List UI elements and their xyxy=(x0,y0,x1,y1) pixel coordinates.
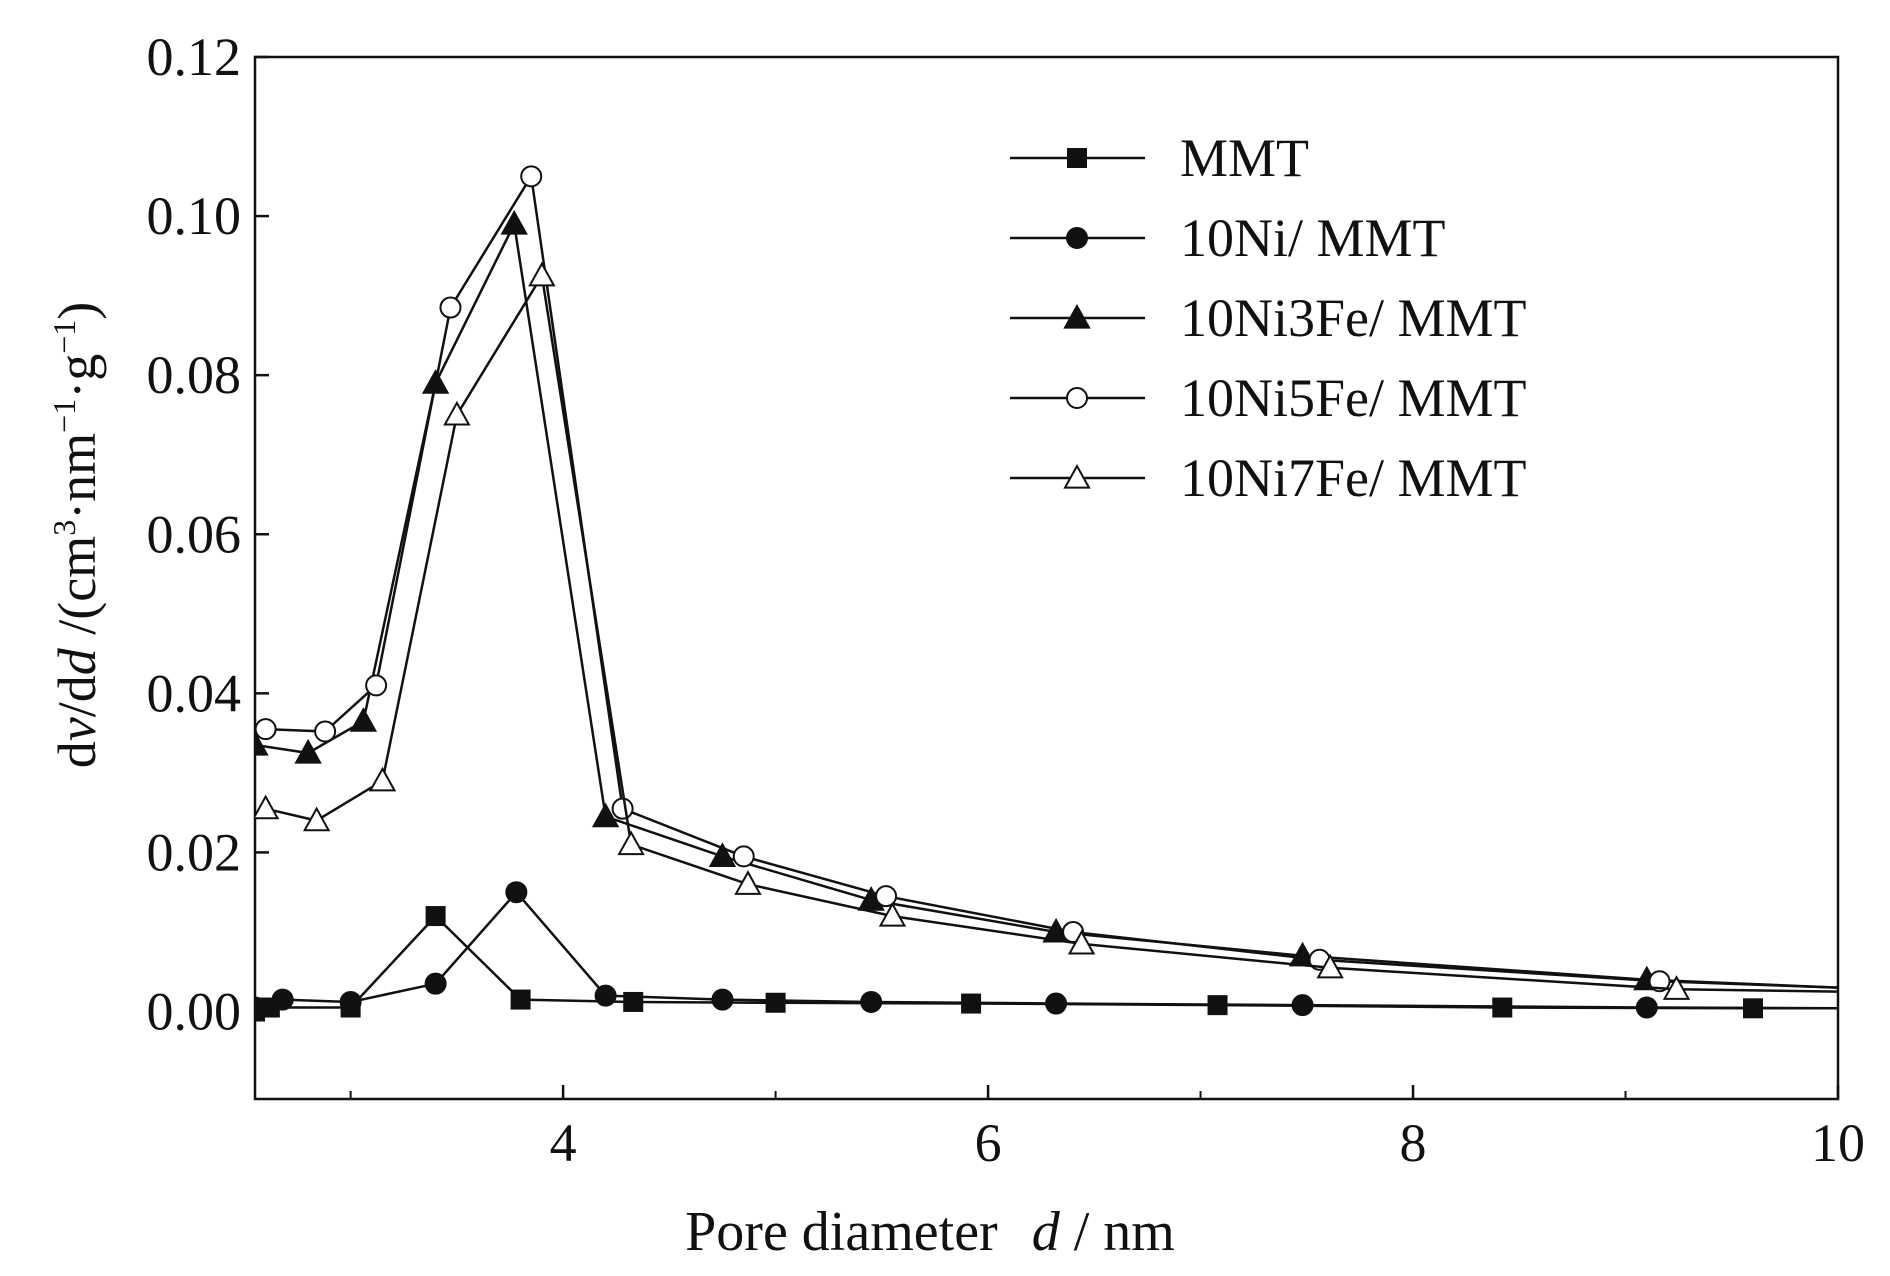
legend-label: 10Ni7Fe/ MMT xyxy=(1180,448,1527,508)
data-point xyxy=(617,830,645,856)
data-point xyxy=(594,984,617,1007)
x-axis-title: Pore diameter d / nm xyxy=(685,1201,1175,1263)
data-point xyxy=(349,707,378,732)
data-point xyxy=(443,400,471,426)
series-line xyxy=(265,175,1838,989)
data-point xyxy=(510,989,531,1010)
legend-marker xyxy=(1066,227,1088,249)
data-point xyxy=(1316,953,1344,979)
data-point xyxy=(255,996,266,1019)
data-point xyxy=(860,990,883,1013)
y-tick-label: 0.02 xyxy=(147,822,242,882)
x-tick-label: 4 xyxy=(550,1113,577,1173)
y-axis-title: dv/dd /(cm3·nm−1·g−1) xyxy=(46,302,107,769)
data-point xyxy=(1045,992,1068,1015)
series-line xyxy=(255,890,1838,1010)
data-point xyxy=(365,674,388,697)
legend-label: MMT xyxy=(1180,128,1309,188)
x-tick-label: 8 xyxy=(1400,1113,1427,1173)
series-2 xyxy=(255,209,1838,991)
data-point xyxy=(591,802,620,828)
legend-label: 10Ni3Fe/ MMT xyxy=(1180,288,1527,348)
series-4 xyxy=(255,261,1838,1000)
data-point xyxy=(611,797,634,820)
data-point xyxy=(520,165,543,188)
data-point xyxy=(505,881,528,904)
legend-marker xyxy=(1066,387,1088,409)
y-axis: 0.00 0.02 0.04 0.06 0.08 0.10 0.12 xyxy=(147,27,269,1042)
data-point xyxy=(368,766,397,792)
data-point xyxy=(424,972,447,995)
legend: MMT 10Ni/ MMT 10Ni3Fe/ MMT 10Ni5Fe/ MMT 10Ni… xyxy=(1010,128,1527,508)
y-tick-label: 0.10 xyxy=(147,186,242,246)
data-point xyxy=(528,261,556,287)
x-tick-label: 10 xyxy=(1811,1113,1865,1173)
data-point xyxy=(439,296,462,319)
data-point xyxy=(500,209,528,235)
plot-area-frame xyxy=(253,55,1840,1101)
series-3 xyxy=(255,165,1838,993)
series-1 xyxy=(255,881,1838,1019)
data-point xyxy=(734,870,762,895)
data-point xyxy=(1067,929,1096,955)
y-tick-label: 0.00 xyxy=(147,982,242,1042)
legend-label: 10Ni5Fe/ MMT xyxy=(1180,368,1527,428)
data-point xyxy=(1635,996,1658,1019)
data-point xyxy=(271,988,294,1011)
data-point xyxy=(878,901,907,927)
legend-marker xyxy=(1067,148,1087,168)
series-layer xyxy=(255,165,1838,1022)
data-point xyxy=(294,738,322,764)
data-point xyxy=(425,906,446,927)
data-point xyxy=(255,718,277,741)
data-point xyxy=(314,720,337,743)
data-point xyxy=(1648,970,1671,993)
legend-label: 10Ni/ MMT xyxy=(1180,208,1446,268)
data-point xyxy=(302,806,331,832)
data-point xyxy=(875,885,898,908)
data-point xyxy=(765,992,786,1013)
data-point xyxy=(1662,975,1691,1000)
x-tick-label: 6 xyxy=(975,1113,1002,1173)
y-tick-label: 0.04 xyxy=(147,663,242,723)
legend-marker xyxy=(1063,303,1091,329)
x-axis: 4 6 8 10 xyxy=(349,1085,1865,1173)
data-point xyxy=(732,845,755,868)
y-tick-label: 0.06 xyxy=(147,504,242,564)
data-point xyxy=(255,794,280,820)
data-point xyxy=(1291,994,1314,1017)
data-point xyxy=(255,730,269,756)
legend-marker xyxy=(1063,463,1091,489)
data-point xyxy=(711,988,734,1011)
y-tick-label: 0.08 xyxy=(147,345,242,405)
data-point xyxy=(339,990,362,1013)
y-tick-label: 0.12 xyxy=(147,27,242,87)
data-point xyxy=(708,842,737,867)
